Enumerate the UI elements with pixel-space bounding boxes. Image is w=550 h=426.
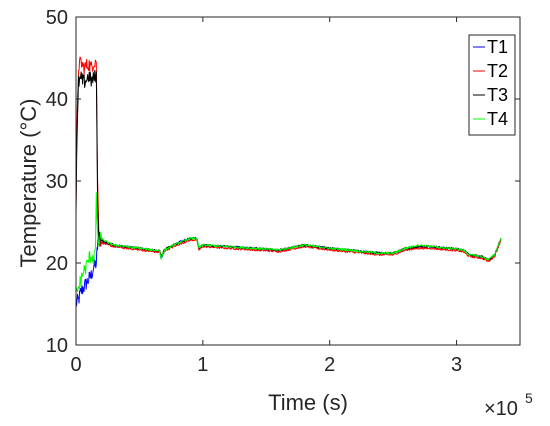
x-multiplier: ×10 5 bbox=[484, 390, 533, 420]
x-axis-label: Time (s) bbox=[268, 390, 348, 415]
x-tick-label-2: 2 bbox=[324, 354, 335, 376]
y-tick-label-4: 50 bbox=[46, 7, 68, 29]
y-tick-label-3: 40 bbox=[46, 89, 68, 111]
x-multiplier-base: ×10 bbox=[484, 398, 518, 420]
x-tick-label-1: 1 bbox=[197, 354, 208, 376]
legend-box bbox=[468, 34, 516, 136]
y-tick-label-0: 10 bbox=[46, 335, 68, 357]
legend: T1 T2 T3 T4 bbox=[468, 34, 516, 136]
legend-label-t4: T4 bbox=[487, 109, 508, 129]
legend-label-t1: T1 bbox=[487, 37, 508, 57]
y-tick-label-1: 20 bbox=[46, 253, 68, 275]
x-tick-label-3: 3 bbox=[451, 354, 462, 376]
y-tick-label-2: 30 bbox=[46, 171, 68, 193]
legend-label-t3: T3 bbox=[487, 85, 508, 105]
y-axis-label: Temperature (°C) bbox=[16, 99, 41, 268]
x-tick-label-0: 0 bbox=[70, 354, 81, 376]
legend-label-t2: T2 bbox=[487, 61, 508, 81]
ticks-group: 0 1 2 3 10 20 30 40 50 bbox=[46, 7, 520, 376]
series-line-t4 bbox=[75, 192, 502, 293]
series-group bbox=[75, 56, 502, 307]
x-multiplier-exponent: 5 bbox=[525, 390, 533, 406]
